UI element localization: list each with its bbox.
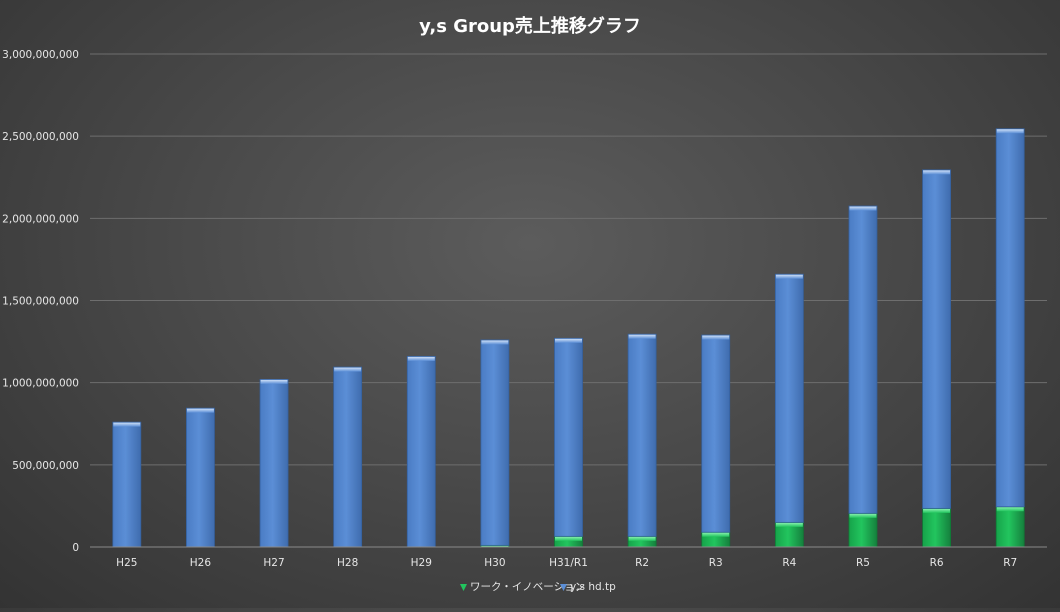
bar-segment bbox=[406, 355, 436, 548]
bar-segment bbox=[995, 128, 1025, 508]
bar-ys-hd-tp-H29 bbox=[406, 355, 436, 548]
bar-ys-hd-tp-H31/R1 bbox=[554, 337, 583, 537]
y-tick-label: 1,500,000,000 bbox=[2, 296, 79, 308]
bar-segment-highlight bbox=[849, 513, 877, 518]
bar-segment bbox=[922, 169, 951, 509]
bar-segment-highlight bbox=[481, 340, 509, 345]
bar-segment bbox=[333, 366, 363, 548]
bar-ys-hd-tp-R7 bbox=[995, 128, 1025, 508]
y-tick-label: 500,000,000 bbox=[12, 460, 79, 472]
bar-segment-highlight bbox=[555, 536, 582, 541]
bar-segment bbox=[186, 407, 215, 548]
bar-segment-highlight bbox=[628, 334, 656, 339]
x-tick-label: R4 bbox=[782, 557, 796, 569]
x-tick-label: R2 bbox=[635, 557, 649, 569]
bar-segment-highlight bbox=[923, 508, 951, 513]
bar-work-innovation-R7 bbox=[995, 506, 1025, 548]
bar-ys-hd-tp-H28 bbox=[333, 366, 363, 548]
x-tick-label: H31/R1 bbox=[549, 557, 588, 569]
bar-segment-highlight bbox=[996, 507, 1024, 512]
y-tick-label: 1,000,000,000 bbox=[2, 378, 79, 390]
bar-segment-highlight bbox=[996, 129, 1024, 134]
bar-work-innovation-H31/R1 bbox=[554, 535, 583, 548]
bar-segment-highlight bbox=[849, 206, 877, 211]
bar-segment-highlight bbox=[555, 338, 582, 343]
y-tick-label: 2,500,000,000 bbox=[2, 131, 79, 143]
bar-work-innovation-R6 bbox=[922, 507, 951, 548]
x-tick-label: R5 bbox=[856, 557, 870, 569]
bar-segment-highlight bbox=[407, 356, 435, 361]
bar-segment bbox=[259, 378, 289, 548]
bar-work-innovation-R3 bbox=[701, 531, 731, 548]
legend-item: ワーク・イノベーション bbox=[460, 581, 585, 593]
bar-segment bbox=[995, 506, 1025, 548]
bar-segment-highlight bbox=[186, 408, 214, 413]
y-tick-label: 2,000,000,000 bbox=[2, 213, 79, 225]
bar-ys-hd-tp-R3 bbox=[701, 334, 731, 533]
bar-work-innovation-R2 bbox=[627, 535, 657, 548]
x-tick-label: H25 bbox=[116, 557, 137, 569]
bar-segment bbox=[112, 421, 142, 548]
bar-ys-hd-tp-H27 bbox=[259, 378, 289, 548]
bar-segment-highlight bbox=[334, 367, 362, 372]
bar-segment bbox=[480, 339, 510, 546]
legend-item: y,s hd.tp bbox=[560, 581, 616, 593]
bar-ys-hd-tp-H25 bbox=[112, 421, 142, 548]
y-tick-label: 0 bbox=[72, 542, 79, 554]
y-tick-label: 3,000,000,000 bbox=[2, 49, 79, 61]
x-tick-label: H28 bbox=[337, 557, 358, 569]
x-tick-label: R6 bbox=[930, 557, 944, 569]
bar-segment bbox=[848, 512, 878, 548]
bar-segment-highlight bbox=[260, 379, 288, 384]
bar-ys-hd-tp-H26 bbox=[186, 407, 215, 548]
bar-work-innovation-R4 bbox=[774, 521, 804, 548]
x-tick-label: H27 bbox=[263, 557, 284, 569]
bar-segment-highlight bbox=[628, 536, 656, 541]
bar-ys-hd-tp-R4 bbox=[774, 273, 804, 523]
x-tick-label: H26 bbox=[190, 557, 212, 569]
x-tick-label: H30 bbox=[484, 557, 505, 569]
bars bbox=[112, 128, 1025, 548]
bar-segment bbox=[627, 333, 657, 537]
bar-segment-highlight bbox=[113, 422, 141, 427]
x-tick-label: R3 bbox=[709, 557, 723, 569]
legend-swatch bbox=[460, 584, 467, 591]
bar-segment-highlight bbox=[775, 522, 803, 527]
bar-ys-hd-tp-R6 bbox=[922, 169, 951, 509]
bar-segment-highlight bbox=[702, 532, 730, 537]
x-tick-label: H29 bbox=[411, 557, 432, 569]
bar-ys-hd-tp-R5 bbox=[848, 205, 878, 514]
x-axis-tick-labels: H25 H26 H27 H28 H29 H30 H31/R1 R2 R3 R4 R5 R6 R7 bbox=[116, 557, 1017, 569]
legend-label: y,s hd.tp bbox=[570, 581, 616, 593]
bar-work-innovation-R5 bbox=[848, 512, 878, 548]
bar-ys-hd-tp-H30 bbox=[480, 339, 510, 546]
grid-lines bbox=[90, 53, 1047, 466]
bar-segment-highlight bbox=[702, 335, 730, 340]
bar-segment-highlight bbox=[775, 274, 803, 279]
y-axis-tick-labels: 0 500,000,000 1,000,000,000 1,500,000,000 2,… bbox=[2, 49, 79, 554]
bar-segment-highlight bbox=[923, 170, 951, 175]
bar-segment bbox=[774, 273, 804, 523]
x-tick-label: R7 bbox=[1003, 557, 1017, 569]
bar-segment bbox=[848, 205, 878, 514]
bar-ys-hd-tp-R2 bbox=[627, 333, 657, 537]
chart-title: y,s Group売上推移グラフ bbox=[419, 15, 641, 37]
legend-label: ワーク・イノベーション bbox=[470, 581, 585, 593]
legend-swatch bbox=[560, 584, 567, 591]
bar-segment bbox=[554, 337, 583, 537]
bar-segment bbox=[701, 334, 731, 533]
bar-segment bbox=[922, 507, 951, 548]
